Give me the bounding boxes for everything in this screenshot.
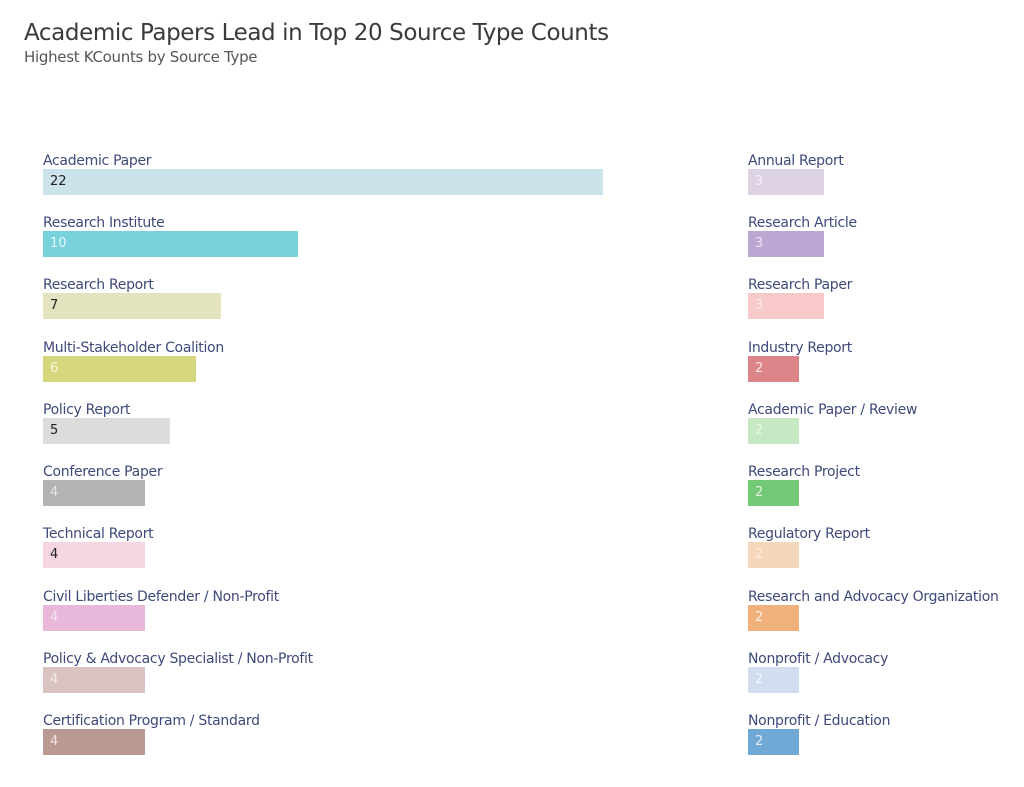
bar-label: Research and Advocacy Organization xyxy=(748,589,999,605)
bar-item: Technical Report 4 xyxy=(43,525,663,581)
bar: 10 xyxy=(43,231,298,257)
bar-label: Industry Report xyxy=(748,340,852,356)
bar: 3 xyxy=(748,169,824,195)
bar-item: Research Project 2 xyxy=(748,463,1024,519)
bar-label: Research Project xyxy=(748,464,860,480)
bar-value: 4 xyxy=(50,672,59,687)
bar-item: Conference Paper 4 xyxy=(43,463,663,519)
bar-value: 2 xyxy=(755,485,764,500)
bar-label: Research Paper xyxy=(748,277,853,293)
bar: 2 xyxy=(748,729,799,755)
bar: 6 xyxy=(43,356,196,382)
bar-value: 3 xyxy=(755,174,764,189)
bar-item: Research and Advocacy Organization 2 xyxy=(748,588,1024,644)
bar-item: Research Report 7 xyxy=(43,276,663,332)
bar: 4 xyxy=(43,667,145,693)
bar-label: Research Institute xyxy=(43,215,165,231)
bar-item: Nonprofit / Advocacy 2 xyxy=(748,650,1024,706)
bar-value: 5 xyxy=(50,423,59,438)
chart-subtitle: Highest KCounts by Source Type xyxy=(24,48,258,66)
bar-item: Policy Report 5 xyxy=(43,401,663,457)
bar-label: Multi-Stakeholder Coalition xyxy=(43,340,224,356)
bar-value: 6 xyxy=(50,361,59,376)
bar: 4 xyxy=(43,605,145,631)
bar: 3 xyxy=(748,293,824,319)
bar-item: Regulatory Report 2 xyxy=(748,525,1024,581)
bar-value: 2 xyxy=(755,423,764,438)
bar-label: Technical Report xyxy=(43,526,154,542)
bar: 2 xyxy=(748,605,799,631)
bar-label: Conference Paper xyxy=(43,464,163,480)
bar-value: 2 xyxy=(755,734,764,749)
bar-value: 2 xyxy=(755,361,764,376)
bar: 22 xyxy=(43,169,603,195)
bar-value: 22 xyxy=(50,174,67,189)
bar: 4 xyxy=(43,729,145,755)
bar-item: Nonprofit / Education 2 xyxy=(748,712,1024,768)
bar-label: Academic Paper xyxy=(43,153,152,169)
bar-item: Policy & Advocacy Specialist / Non-Profi… xyxy=(43,650,663,706)
bar: 2 xyxy=(748,418,799,444)
bar-label: Research Article xyxy=(748,215,857,231)
bar-label: Regulatory Report xyxy=(748,526,870,542)
bar-item: Industry Report 2 xyxy=(748,339,1024,395)
bar-label: Policy & Advocacy Specialist / Non-Profi… xyxy=(43,651,313,667)
bar-value: 2 xyxy=(755,547,764,562)
bar-item: Multi-Stakeholder Coalition 6 xyxy=(43,339,663,395)
bar: 2 xyxy=(748,356,799,382)
bar: 2 xyxy=(748,542,799,568)
bar-label: Nonprofit / Advocacy xyxy=(748,651,889,667)
bar-item: Certification Program / Standard 4 xyxy=(43,712,663,768)
bar: 2 xyxy=(748,667,799,693)
bar: 5 xyxy=(43,418,170,444)
bar-item: Academic Paper 22 xyxy=(43,152,663,208)
bar: 4 xyxy=(43,480,145,506)
bar-label: Annual Report xyxy=(748,153,844,169)
bar-value: 4 xyxy=(50,734,59,749)
bar-label: Nonprofit / Education xyxy=(748,713,891,729)
bar: 7 xyxy=(43,293,221,319)
bar-value: 7 xyxy=(50,298,59,313)
bar-value: 4 xyxy=(50,610,59,625)
bar-label: Policy Report xyxy=(43,402,131,418)
bar-value: 3 xyxy=(755,236,764,251)
bar-item: Research Institute 10 xyxy=(43,214,663,270)
bar-item: Research Paper 3 xyxy=(748,276,1024,332)
bar-label: Research Report xyxy=(43,277,154,293)
bar-item: Annual Report 3 xyxy=(748,152,1024,208)
bar: 2 xyxy=(748,480,799,506)
bar-label: Certification Program / Standard xyxy=(43,713,260,729)
chart-title: Academic Papers Lead in Top 20 Source Ty… xyxy=(24,20,609,46)
bar-label: Academic Paper / Review xyxy=(748,402,918,418)
bar-value: 4 xyxy=(50,547,59,562)
bar: 3 xyxy=(748,231,824,257)
bar-item: Academic Paper / Review 2 xyxy=(748,401,1024,457)
bar-item: Research Article 3 xyxy=(748,214,1024,270)
bar-value: 2 xyxy=(755,672,764,687)
bar-item: Civil Liberties Defender / Non-Profit 4 xyxy=(43,588,663,644)
bar-value: 2 xyxy=(755,610,764,625)
bar-value: 4 xyxy=(50,485,59,500)
bar: 4 xyxy=(43,542,145,568)
bar-label: Civil Liberties Defender / Non-Profit xyxy=(43,589,279,605)
bar-value: 3 xyxy=(755,298,764,313)
bar-value: 10 xyxy=(50,236,67,251)
